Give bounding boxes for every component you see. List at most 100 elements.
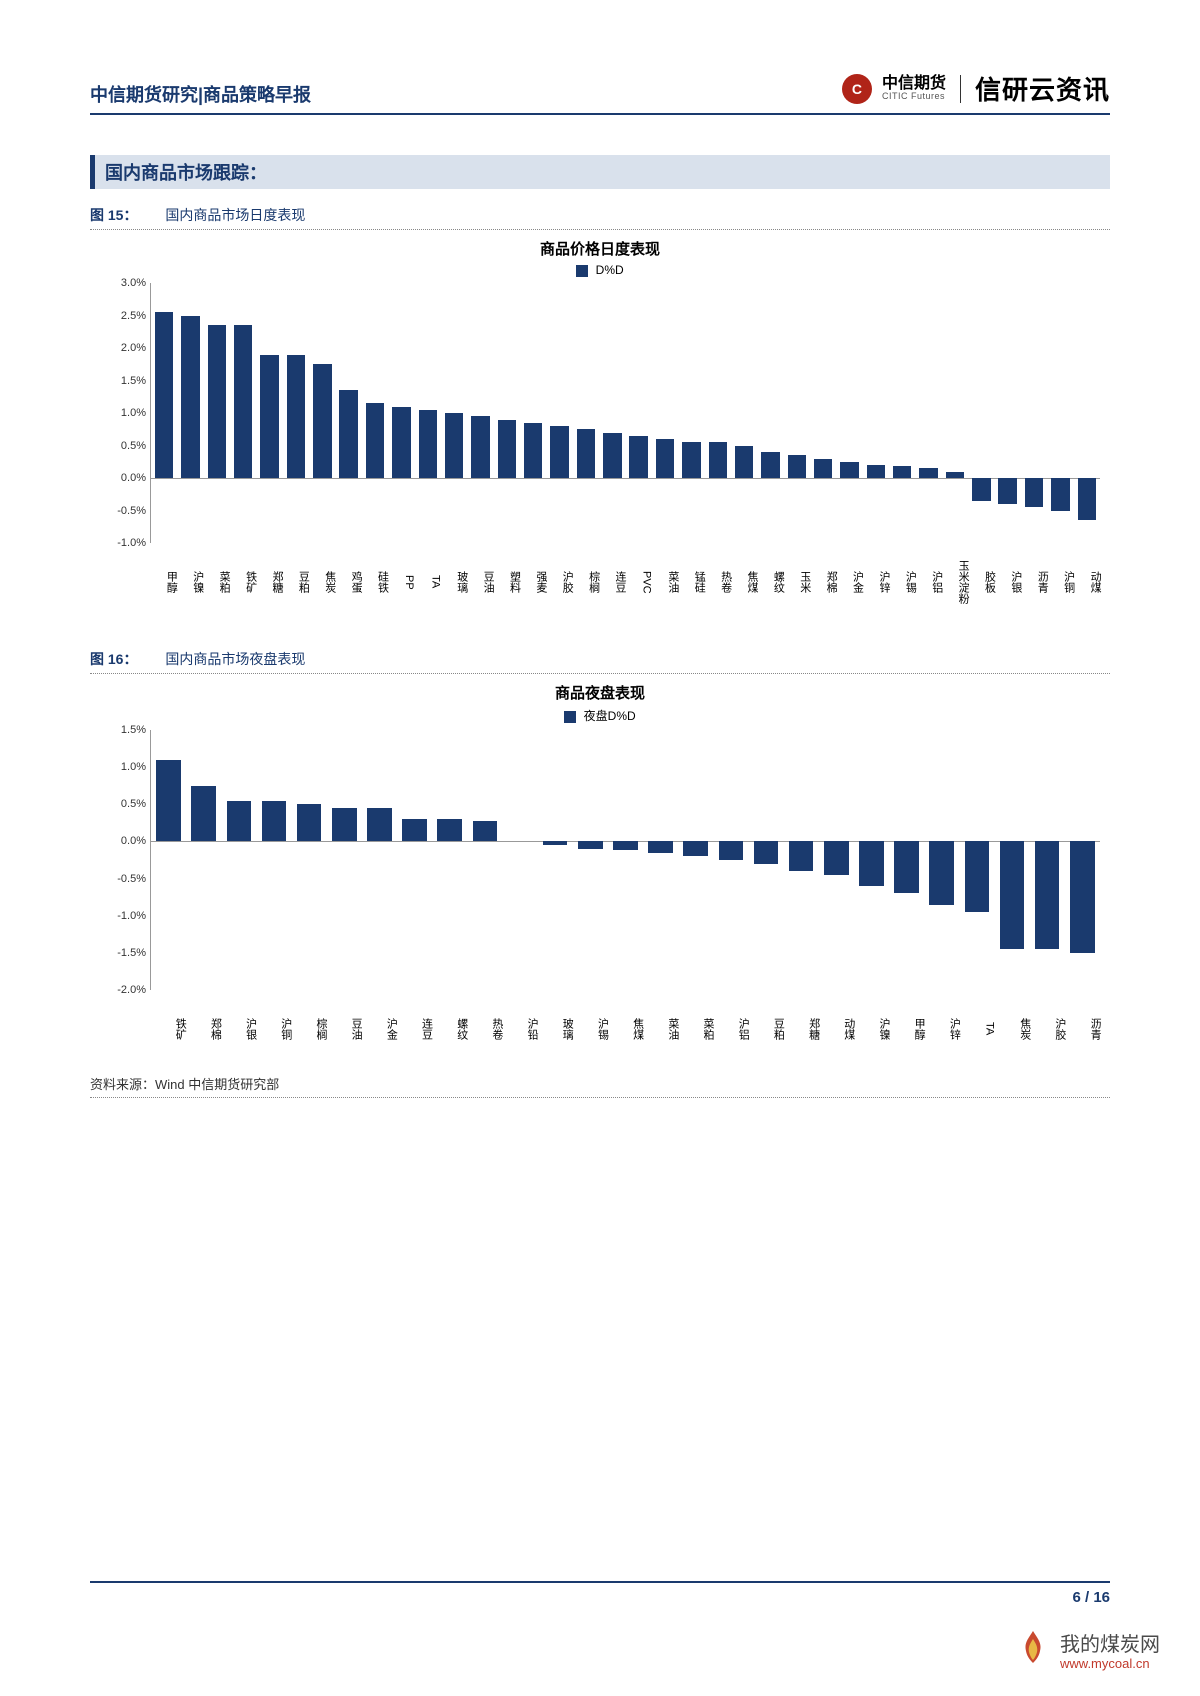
x-label: 沪锌 [924,994,959,1064]
bar [998,478,1016,504]
bar [1078,478,1096,520]
bar [156,760,181,842]
bar [471,416,489,478]
bar-slot [994,730,1029,990]
bar [287,355,305,479]
bar [603,433,621,479]
y-tick: -2.0% [117,984,146,996]
y-tick: -0.5% [117,873,146,885]
x-label: 沪镍 [176,547,202,617]
x-label: 豆粕 [282,547,308,617]
bar [366,403,384,478]
bar-slot [230,283,256,543]
y-tick: -1.0% [117,537,146,549]
logo-xinyan: 信研云资讯 [975,70,1110,107]
x-label: 焦炭 [995,994,1030,1064]
x-label: TA [414,547,440,617]
y-tick: 1.5% [121,724,146,736]
bar [682,442,700,478]
bar [613,841,638,850]
bar-slot [292,730,327,990]
y-tick: -1.0% [117,910,146,922]
bar-slot [968,283,994,543]
x-label: 菜油 [651,547,677,617]
bar [367,808,392,841]
x-label: 沪铅 [502,994,537,1064]
bar [840,462,858,478]
x-label: 热卷 [704,547,730,617]
bar [524,423,542,478]
chart1-legend-swatch [576,265,588,277]
flame-icon [1016,1629,1050,1670]
fig16-caption: 图 16： 国内商品市场夜盘表现 [90,645,1110,674]
bar [260,355,278,479]
bar-slot [573,283,599,543]
logo-icon: C [842,74,872,104]
x-label: 豆油 [326,994,361,1064]
bar [859,841,884,886]
bar-slot [705,283,731,543]
x-label: 沪锡 [889,547,915,617]
x-label: 郑糖 [783,994,818,1064]
source-line: 资料来源：Wind 中信期货研究部 [90,1070,1110,1098]
bar [498,420,516,479]
bar-slot [362,730,397,990]
bar-slot [309,283,335,543]
bar-slot [1030,730,1065,990]
bar [313,364,331,478]
y-tick: -1.5% [117,947,146,959]
bar-slot [854,730,889,990]
logo-divider [960,75,961,103]
y-tick: 1.5% [121,375,146,387]
bar-slot [186,730,221,990]
x-label: 沪金 [361,994,396,1064]
x-label: 沪铜 [1047,547,1073,617]
x-label: 锰硅 [678,547,704,617]
bar-slot [1047,283,1073,543]
bar [1051,478,1069,511]
bar [227,801,252,842]
bar-slot [959,730,994,990]
y-tick: -0.5% [117,505,146,517]
logo-citic: 中信期货 CITIC Futures [882,76,946,101]
bar-slot [915,283,941,543]
bar-slot [643,730,678,990]
bar [629,436,647,478]
x-label: 豆粕 [748,994,783,1064]
x-label: TA [959,994,994,1064]
x-label: 沪铝 [915,547,941,617]
bar-slot [678,730,713,990]
chart1-legend-label: D%D [596,263,624,277]
bar-slot [731,283,757,543]
bar [789,841,814,871]
bar [929,841,954,904]
x-label: 强麦 [519,547,545,617]
x-label: 铁矿 [150,994,185,1064]
x-label: 玻璃 [537,994,572,1064]
chart2-legend-label: 夜盘D%D [584,709,636,723]
bar [402,819,427,841]
bar-slot [151,730,186,990]
bar [191,786,216,842]
bar [578,841,603,848]
x-label: 沪银 [995,547,1021,617]
bar-slot [415,283,441,543]
header-logo-group: C 中信期货 CITIC Futures 信研云资讯 [842,70,1110,107]
x-label: 菜粕 [203,547,229,617]
bar-slot [388,283,414,543]
bar [719,841,744,860]
bar [1000,841,1025,949]
bar [761,452,779,478]
x-label: 沪镍 [854,994,889,1064]
x-label: 沪胶 [546,547,572,617]
x-label: 硅铁 [361,547,387,617]
chart2-legend: 夜盘D%D [90,707,1110,724]
bar-slot [397,730,432,990]
bar-slot [546,283,572,543]
bar-slot [836,283,862,543]
bar [332,808,357,841]
bar-slot [995,283,1021,543]
bar-slot [256,730,291,990]
x-label: 塑料 [493,547,519,617]
bar [155,312,173,478]
